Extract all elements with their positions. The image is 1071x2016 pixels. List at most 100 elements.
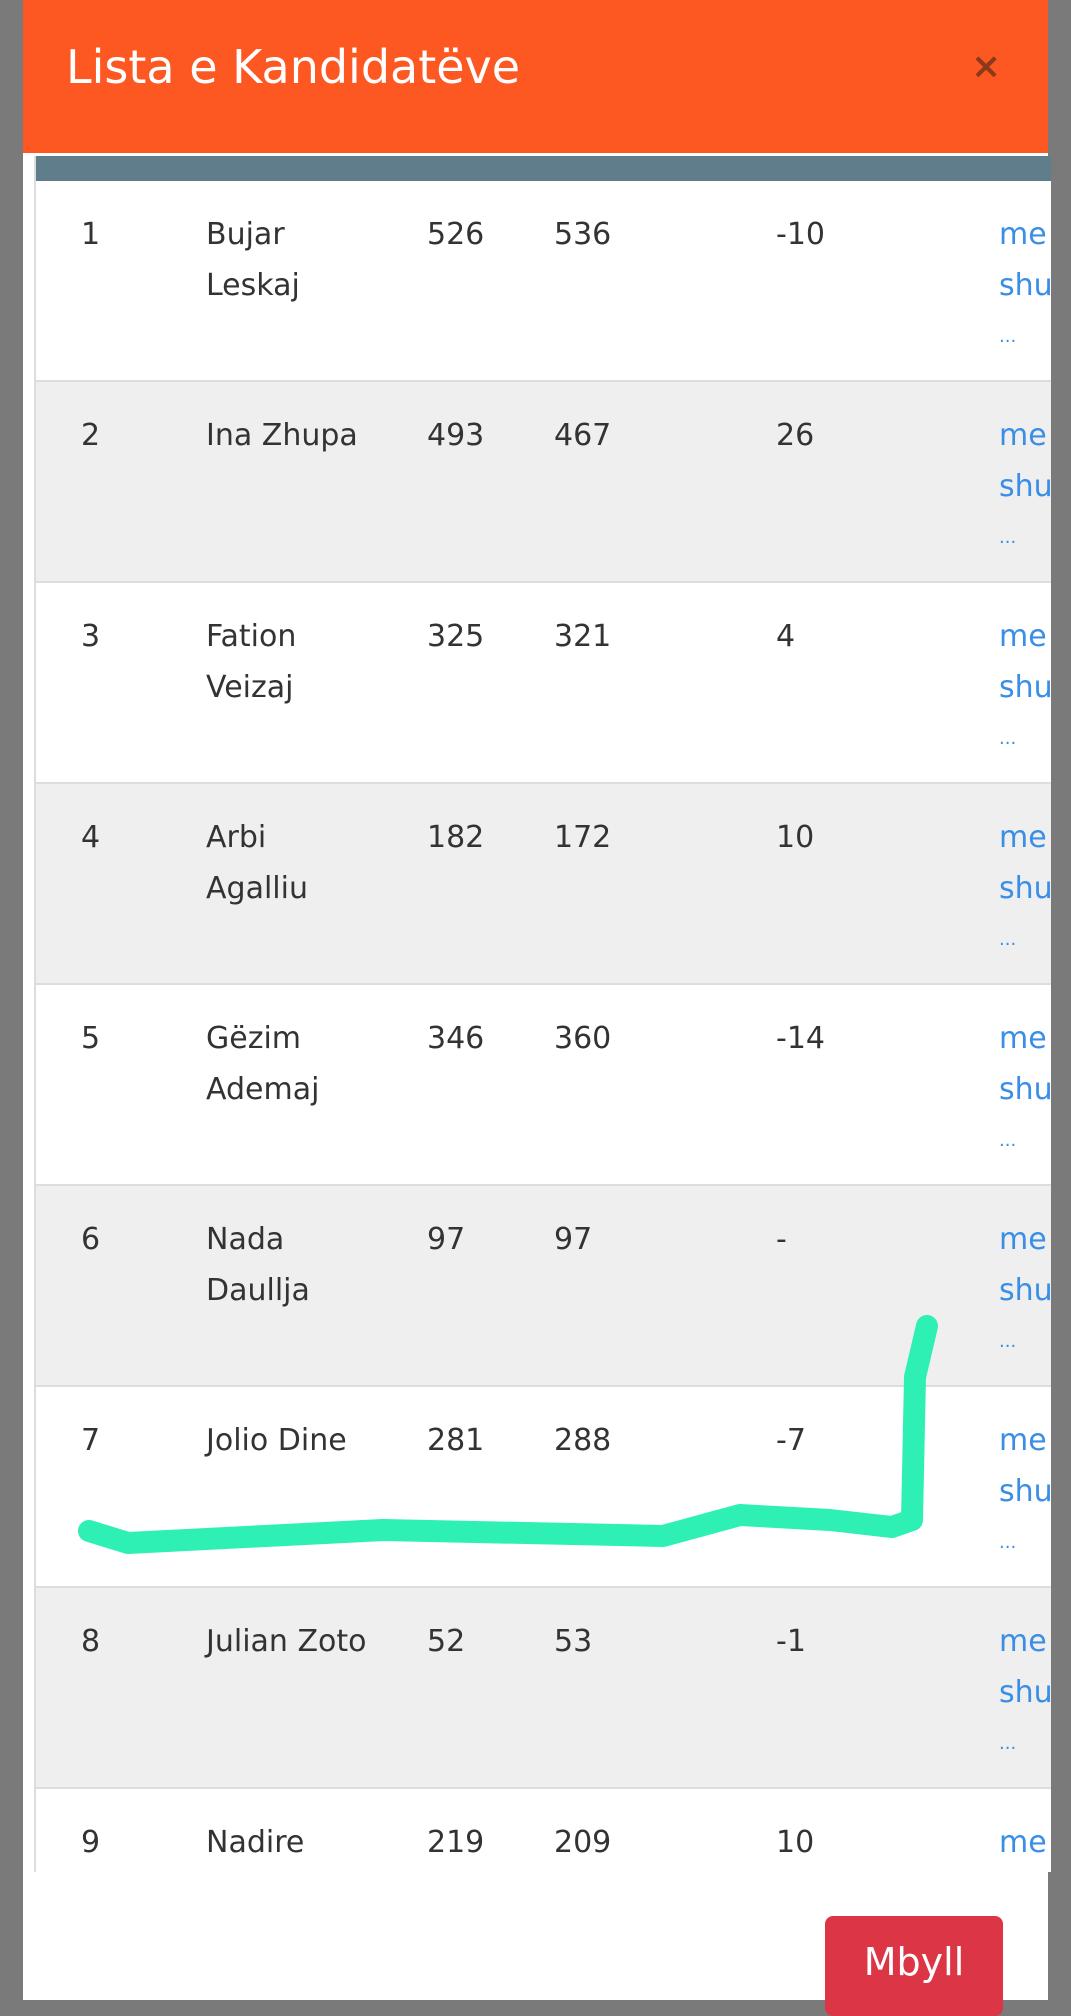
cell: 10 — [776, 1825, 815, 1860]
table-row: 3 Fation Veizaj 325 321 4 me shu... — [36, 583, 1051, 784]
cell-line: Jolio Dine — [206, 1423, 347, 1458]
cell: 97 — [427, 1222, 466, 1257]
cell: 7 — [81, 1423, 101, 1458]
cell: 4 — [776, 619, 796, 654]
cell: 209 — [554, 1825, 612, 1860]
cell-line: shu — [999, 1273, 1051, 1308]
cell-line: me — [999, 418, 1047, 453]
cell-line: me — [999, 1021, 1047, 1056]
cell: 346 — [427, 1021, 485, 1056]
cell-line: Arbi — [206, 820, 267, 855]
cell: 536 — [554, 217, 612, 252]
cell: 1 — [81, 217, 101, 252]
highlighter-stroke — [78, 1315, 938, 1554]
cell-line: Leskaj — [206, 268, 300, 303]
cell-line: ... — [999, 1733, 1017, 1754]
cell-line: me — [999, 820, 1047, 855]
name-cell: Jolio Dine — [206, 1415, 347, 1466]
name-cell: Gëzim Ademaj — [206, 1013, 319, 1115]
cell-line: me — [999, 1222, 1047, 1257]
cell-line: ... — [999, 728, 1017, 749]
cell-line: ... — [999, 1130, 1017, 1151]
name-cell: Arbi Agalliu — [206, 812, 308, 914]
cell-line: ... — [999, 326, 1017, 347]
cell-line: me — [999, 217, 1047, 252]
cell: 325 — [427, 619, 485, 654]
cell: 526 — [427, 217, 485, 252]
table-row: 9 Nadire 219 209 10 me — [36, 1789, 1051, 1872]
modal-title: Lista e Kandidatëve — [66, 40, 521, 94]
more-link[interactable]: me shu... — [999, 1013, 1051, 1166]
cell-line: Agalliu — [206, 871, 308, 906]
modal: Lista e Kandidatëve × 1 Bujar Leskaj 526 536… — [23, 0, 1051, 2016]
name-cell: Bujar Leskaj — [206, 209, 300, 311]
cell: 182 — [427, 820, 485, 855]
cell-line: shu — [999, 1474, 1051, 1509]
more-link[interactable]: me shu... — [999, 1616, 1051, 1769]
cell-line: Ademaj — [206, 1072, 320, 1107]
cell: -10 — [776, 217, 825, 252]
cell: 493 — [427, 418, 485, 453]
cell: 467 — [554, 418, 612, 453]
cell: -14 — [776, 1021, 825, 1056]
close-modal-button[interactable]: Mbyll — [825, 1916, 1003, 2016]
name-cell: Ina Zhupa — [206, 410, 358, 461]
cell: 281 — [427, 1423, 485, 1458]
table-row: 8 Julian Zoto 52 53 -1 me shu... — [36, 1588, 1051, 1789]
cell-line: Ina Zhupa — [206, 418, 358, 453]
more-link[interactable]: me shu... — [999, 1214, 1051, 1367]
cell-line: Gëzim — [206, 1021, 302, 1056]
cell: 219 — [427, 1825, 485, 1860]
cell-line: shu — [999, 469, 1051, 504]
cell-line: me — [999, 1825, 1047, 1860]
cell-line: ... — [999, 929, 1017, 950]
cell-line: Nada — [206, 1222, 285, 1257]
table-row: 7 Jolio Dine 281 288 -7 me shu... — [36, 1387, 1051, 1588]
cell-line: shu — [999, 268, 1051, 303]
cell: 9 — [81, 1825, 101, 1860]
name-cell: Fation Veizaj — [206, 611, 296, 713]
more-link[interactable]: me shu... — [999, 410, 1051, 563]
cell: -7 — [776, 1423, 806, 1458]
cell-line: shu — [999, 1675, 1051, 1710]
more-link[interactable]: me — [999, 1817, 1047, 1868]
table-row: 1 Bujar Leskaj 526 536 -10 me shu... — [36, 181, 1051, 382]
table-row: 5 Gëzim Ademaj 346 360 -14 me shu... — [36, 985, 1051, 1186]
cell-line: me — [999, 1423, 1047, 1458]
cell-line: shu — [999, 871, 1051, 906]
table: 1 Bujar Leskaj 526 536 -10 me shu... 2 Ina Zhupa 4… — [34, 156, 1051, 1872]
name-cell: Nada Daullja — [206, 1214, 310, 1316]
cell: 26 — [776, 418, 815, 453]
cell: 97 — [554, 1222, 593, 1257]
cell: 172 — [554, 820, 612, 855]
more-link[interactable]: me shu... — [999, 1415, 1051, 1568]
name-cell: Julian Zoto — [206, 1616, 367, 1667]
cell-line: Veizaj — [206, 670, 294, 705]
cell: 5 — [81, 1021, 101, 1056]
cell: 3 — [81, 619, 101, 654]
more-link[interactable]: me shu... — [999, 209, 1051, 362]
cell-line: me — [999, 619, 1047, 654]
cell: 4 — [81, 820, 101, 855]
table-row: 2 Ina Zhupa 493 467 26 me shu... — [36, 382, 1051, 583]
cell: -1 — [776, 1624, 806, 1659]
cell-line: Julian Zoto — [206, 1624, 367, 1659]
cell-line: ... — [999, 1532, 1017, 1553]
cell-line: Fation — [206, 619, 297, 654]
cell: 2 — [81, 418, 101, 453]
cell: 8 — [81, 1624, 101, 1659]
more-link[interactable]: me shu... — [999, 611, 1051, 764]
cell-line: shu — [999, 670, 1051, 705]
cell: - — [776, 1222, 787, 1257]
cell-line: Nadire — [206, 1825, 305, 1860]
cell: 321 — [554, 619, 612, 654]
cell-line: shu — [999, 1072, 1051, 1107]
close-button[interactable]: × — [971, 46, 1002, 87]
cell: 6 — [81, 1222, 101, 1257]
cell-line: Bujar — [206, 217, 285, 252]
table-row: 6 Nada Daullja 97 97 - me shu... — [36, 1186, 1051, 1387]
cell: 53 — [554, 1624, 593, 1659]
more-link[interactable]: me shu... — [999, 812, 1051, 965]
